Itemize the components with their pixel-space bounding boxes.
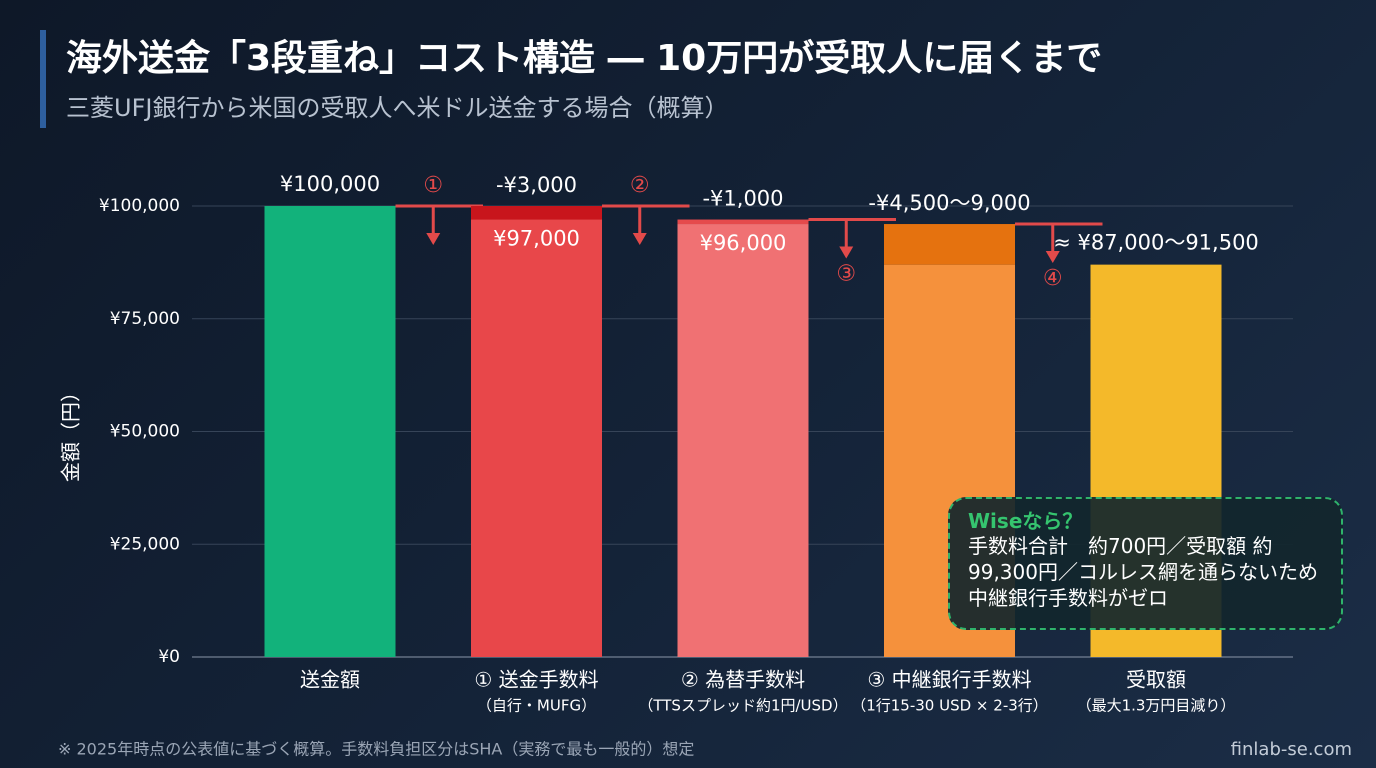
callout-body: 手数料合計 約700円／受取額 約99,300円／コルレス網を通らないため中継銀… (968, 534, 1318, 610)
arrow-head (426, 233, 441, 245)
step-marker: ④ (1043, 266, 1063, 291)
value-label: ¥96,000 (700, 231, 787, 255)
y-tick-label: ¥25,000 (110, 534, 180, 554)
x-tick-sublabel: （TTSスプレッド約1円/USD） (638, 697, 847, 715)
x-tick-label: 受取額 (1126, 668, 1186, 692)
chart-title: 海外送金「3段重ね」コスト構造 ― 10万円が受取人に届くまで (66, 37, 1102, 79)
fee-segment (677, 219, 809, 225)
step-marker: ① (423, 173, 443, 198)
y-tick-label: ¥100,000 (99, 196, 180, 216)
title-accent (40, 30, 46, 128)
fee-label: -¥3,000 (496, 173, 577, 197)
y-tick-label: ¥75,000 (110, 309, 180, 329)
value-label: ¥100,000 (280, 172, 380, 196)
arrow-head (632, 233, 647, 245)
fee-segment (471, 206, 602, 220)
fee-label: -¥1,000 (702, 187, 783, 211)
x-tick-sublabel: （1行15-30 USD × 2-3行） (851, 697, 1048, 715)
callout-title: Wiseなら？ (968, 509, 1083, 533)
step-marker: ② (630, 173, 650, 198)
callout: Wiseなら？ 手数料合計 約700円／受取額 約99,300円／コルレス網を通… (948, 497, 1343, 630)
x-tick-label: ③ 中継銀行手数料 (867, 668, 1031, 692)
y-axis-label: 金額（円） (59, 382, 83, 482)
bar (471, 219, 602, 657)
x-tick-label: ② 為替手数料 (681, 668, 805, 692)
value-label: ≈ ¥87,000〜91,500 (1053, 231, 1259, 255)
fee-segment (884, 224, 1015, 265)
value-label: ¥97,000 (493, 227, 580, 251)
bar (264, 206, 396, 657)
x-tick-sublabel: （自行・MUFG） (477, 697, 596, 715)
fee-label: -¥4,500〜9,000 (868, 191, 1030, 215)
arrow-head (1045, 251, 1060, 264)
source: finlab-se.com (1231, 739, 1352, 760)
bar (677, 224, 809, 658)
arrow-head (839, 246, 854, 259)
x-tick-label: ① 送金手数料 (474, 668, 598, 692)
x-tick-sublabel: （最大1.3万円目減り） (1077, 697, 1236, 715)
y-tick-label: ¥50,000 (110, 422, 180, 442)
chart-subtitle: 三菱UFJ銀行から米国の受取人へ米ドル送金する場合（概算） (66, 94, 728, 122)
x-tick-label: 送金額 (300, 668, 360, 692)
footnote: ※ 2025年時点の公表値に基づく概算。手数料負担区分はSHA（実務で最も一般的… (58, 740, 694, 759)
step-marker: ③ (836, 262, 856, 287)
y-tick-label: ¥0 (158, 647, 180, 667)
